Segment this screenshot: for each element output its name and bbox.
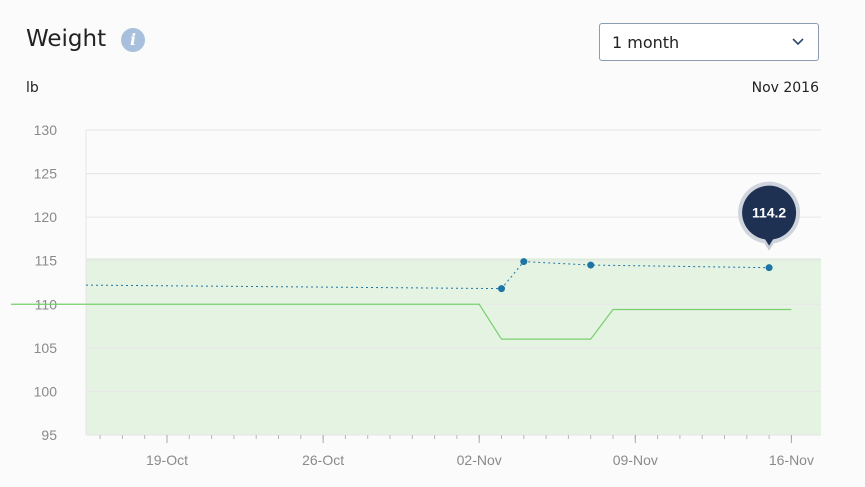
x-tick-label: 09-Nov xyxy=(613,452,658,468)
tooltip-value: 114.2 xyxy=(752,205,786,221)
x-tick-label: 19-Oct xyxy=(146,452,188,468)
y-unit-label: lb xyxy=(26,80,39,96)
y-tick-label: 95 xyxy=(41,427,57,443)
tooltip-bubble xyxy=(742,185,797,240)
info-icon[interactable]: i xyxy=(121,28,145,52)
x-tick-label: 16-Nov xyxy=(769,452,814,468)
x-tick-label: 26-Oct xyxy=(302,452,344,468)
chevron-down-icon xyxy=(792,38,804,46)
y-tick-label: 105 xyxy=(34,340,58,356)
weight-point xyxy=(765,264,773,272)
weight-point xyxy=(587,261,595,269)
y-tick-label: 115 xyxy=(35,253,58,269)
weight-point xyxy=(520,258,528,266)
x-tick-label: 02-Nov xyxy=(457,452,502,468)
y-tick-label: 125 xyxy=(34,166,58,182)
period-select[interactable]: 1 month xyxy=(599,23,819,61)
y-tick-label: 100 xyxy=(34,383,58,399)
weight-point xyxy=(498,285,505,293)
period-label: Nov 2016 xyxy=(751,80,819,96)
y-tick-label: 120 xyxy=(34,209,58,225)
target-range-band xyxy=(86,258,821,435)
period-select-value: 1 month xyxy=(612,33,680,52)
y-tick-label: 130 xyxy=(34,122,58,138)
page-title: Weight xyxy=(26,26,107,52)
target-line xyxy=(10,303,792,340)
